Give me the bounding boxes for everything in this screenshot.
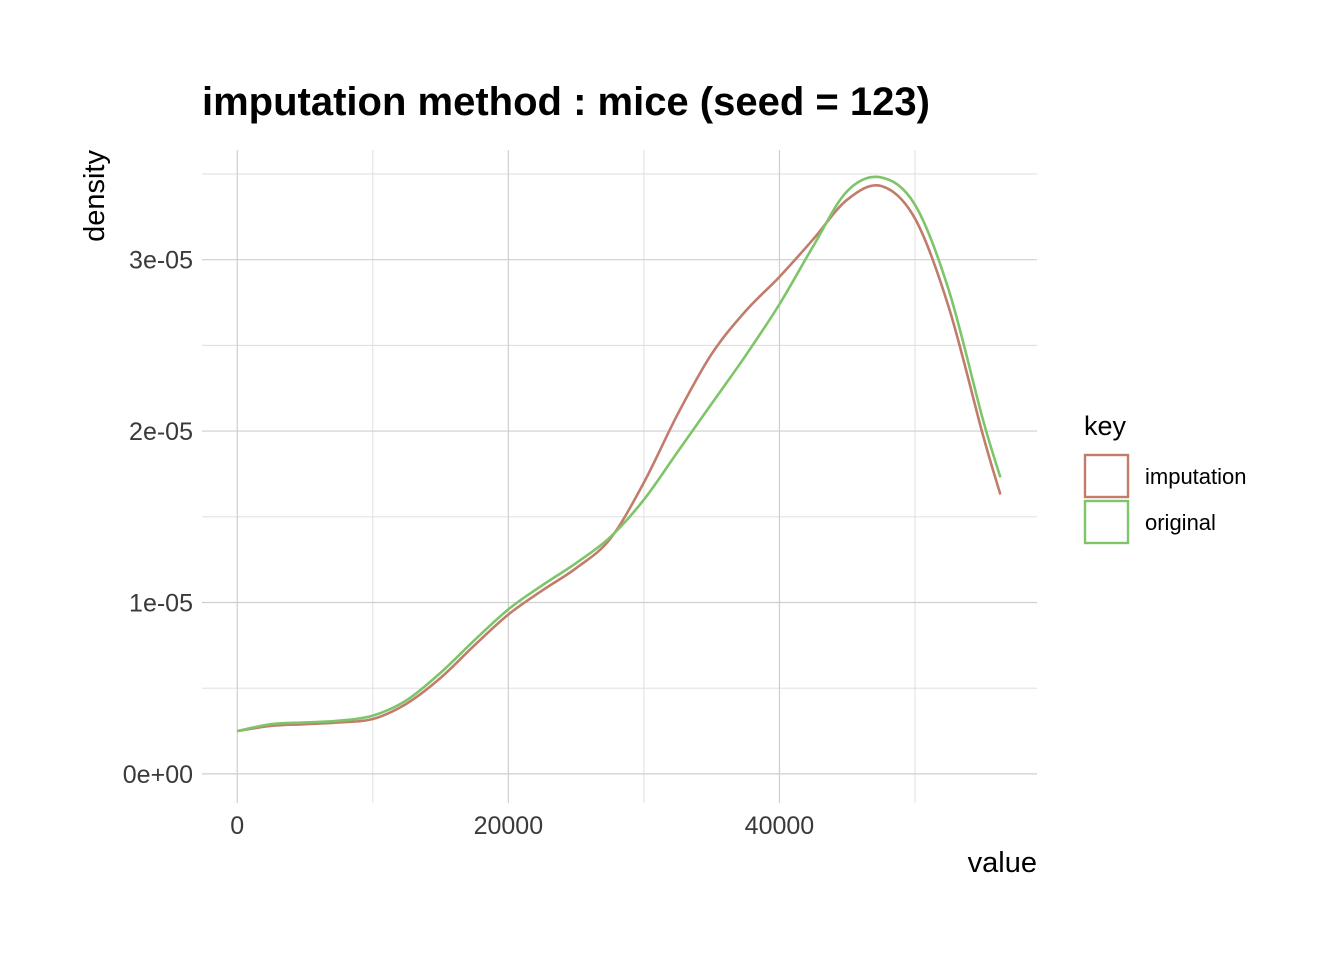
y-tick-label: 1e-05 — [129, 589, 193, 617]
y-axis-title: density — [79, 150, 111, 242]
legend-label-imputation: imputation — [1145, 464, 1247, 489]
y-tick-label: 0e+00 — [123, 761, 193, 789]
legend-items: imputation original — [1083, 453, 1247, 545]
series-lines — [236, 175, 1002, 733]
legend: key imputation original — [1083, 411, 1247, 545]
series-line-imputation — [237, 184, 1002, 733]
legend-title: key — [1084, 411, 1127, 441]
legend-key-original — [1083, 499, 1130, 545]
y-tick-label: 2e-05 — [129, 418, 193, 446]
tick-labels: 0 20000 40000 0e+00 1e-05 2e-05 3e-05 — [123, 247, 814, 840]
grid — [202, 150, 1037, 803]
x-axis-title: value — [968, 847, 1037, 879]
x-tick-label: 40000 — [745, 812, 815, 840]
x-tick-label: 0 — [230, 812, 244, 840]
x-tick-label: 20000 — [474, 812, 544, 840]
legend-label-original: original — [1145, 510, 1216, 535]
legend-key-imputation — [1083, 453, 1130, 499]
series-line-original — [236, 175, 1002, 733]
chart-title: imputation method : mice (seed = 123) — [202, 80, 930, 124]
y-tick-label: 3e-05 — [129, 247, 193, 275]
